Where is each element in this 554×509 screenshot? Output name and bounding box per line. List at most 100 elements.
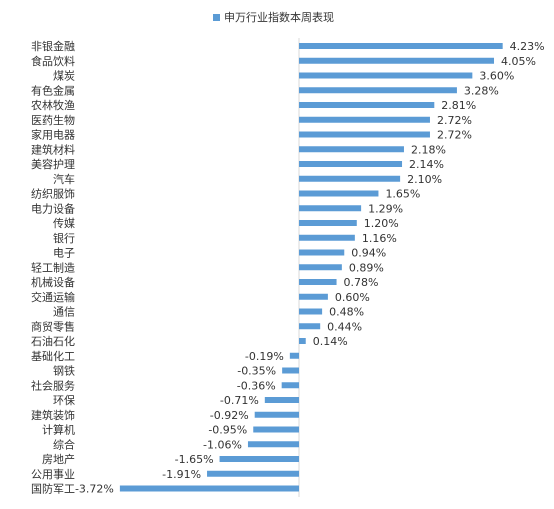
bar [299, 175, 401, 182]
bar [299, 87, 457, 94]
bar-row: 环保 -0.71% [53, 393, 299, 407]
category-label: 美容护理 [31, 157, 75, 171]
category-label: 食品饮料 [31, 54, 75, 68]
category-label: 房地产 [42, 452, 75, 466]
value-label: 4.23% [510, 40, 545, 53]
category-label: 农林牧渔 [31, 98, 75, 112]
category-label: 公用事业 [31, 468, 75, 481]
bar [282, 367, 299, 374]
category-label: 汽车 [53, 172, 75, 186]
bar [299, 72, 473, 79]
bar [289, 352, 299, 359]
value-label: -0.92% [210, 409, 249, 422]
category-label: 轻工制造 [31, 260, 75, 274]
category-label: 医药生物 [31, 113, 75, 127]
bar-row: 基础化工 -0.19% [31, 349, 299, 363]
bar-row: 纺织服饰 1.65% [31, 187, 420, 201]
bar-row: 通信 0.48% [53, 306, 364, 319]
bar-row: 非银金融 4.23% [31, 39, 545, 53]
category-label: 纺织服饰 [31, 187, 75, 201]
value-label: 0.60% [335, 291, 370, 304]
bar [253, 426, 299, 433]
bar-row: 交通运输 0.60% [31, 290, 370, 304]
bar [299, 338, 306, 344]
category-label: 机械设备 [31, 275, 75, 289]
bar [299, 234, 355, 241]
bar-row: 社会服务 -0.36% [31, 378, 299, 392]
value-label: -0.36% [237, 379, 276, 392]
bar-row: 电力设备 1.29% [31, 201, 403, 215]
value-label: 0.78% [344, 276, 379, 289]
bar [299, 131, 430, 138]
bar [299, 249, 345, 256]
category-label: 电子 [53, 247, 75, 260]
value-label: 2.10% [407, 173, 442, 186]
value-label: 0.48% [329, 306, 364, 319]
category-label: 国防军工 [31, 482, 75, 496]
value-label: 1.29% [368, 202, 403, 215]
plot-area: 非银金融 4.23% 食品饮料 4.05% 煤炭 3.60% 有色金属 3.28% 农林牧渔 2.… [31, 38, 545, 497]
bar [299, 279, 337, 285]
value-label: 2.14% [409, 158, 444, 171]
bar [299, 116, 430, 123]
bar-row: 公用事业 -1.91% [31, 468, 299, 481]
bar-row: 机械设备 0.78% [31, 275, 379, 289]
bar-row: 美容护理 2.14% [31, 157, 444, 171]
value-label: 2.18% [411, 143, 446, 156]
bar [299, 264, 342, 271]
value-label: -1.06% [203, 438, 242, 451]
category-label: 建筑装饰 [31, 408, 75, 422]
bar [281, 382, 299, 389]
bar-row: 煤炭 3.60% [53, 70, 514, 83]
bar-row: 钢铁 -0.35% [53, 365, 299, 378]
bar [219, 456, 299, 462]
category-label: 社会服务 [31, 378, 75, 392]
bar [299, 190, 379, 197]
category-label: 家用电器 [31, 128, 75, 142]
bar-row: 轻工制造 0.89% [31, 260, 384, 274]
bar-row: 商贸零售 0.44% [31, 319, 362, 333]
value-label: -1.65% [175, 453, 214, 466]
legend-label: 申万行业指数本周表现 [224, 10, 334, 24]
bar-row: 农林牧渔 2.81% [31, 98, 476, 112]
bar [299, 220, 357, 226]
bar-row: 医药生物 2.72% [31, 113, 472, 127]
bar [299, 308, 323, 315]
bar-row: 石油石化 0.14% [31, 334, 348, 348]
category-label: 交通运输 [31, 290, 75, 304]
bar [299, 161, 403, 167]
category-label: 通信 [53, 306, 75, 319]
bar [299, 146, 404, 153]
bar [299, 102, 435, 108]
bar-row: 综合 -1.06% [53, 437, 299, 451]
category-label: 石油石化 [31, 334, 75, 348]
bar [299, 323, 321, 330]
value-label: 0.14% [313, 335, 348, 348]
bar [254, 411, 299, 418]
bar [299, 43, 503, 49]
bar-row: 国防军工 -3.72% [31, 482, 299, 496]
category-label: 银行 [53, 231, 75, 245]
value-label: 1.16% [362, 232, 397, 245]
bar [299, 205, 362, 212]
value-label: -0.71% [220, 394, 259, 407]
category-label: 非银金融 [31, 39, 75, 53]
bar [299, 57, 495, 64]
bar-row: 食品饮料 4.05% [31, 54, 536, 68]
value-label: 3.28% [464, 84, 499, 97]
value-label: 0.94% [351, 247, 386, 260]
bar-row: 计算机 -0.95% [42, 423, 299, 437]
value-label: -3.72% [75, 483, 114, 496]
category-label: 钢铁 [53, 365, 75, 378]
value-label: -0.35% [237, 365, 276, 378]
bar-row: 传媒 1.20% [53, 217, 399, 230]
bar-row: 建筑材料 2.18% [31, 142, 446, 156]
bar-row: 电子 0.94% [53, 247, 386, 260]
bar-row: 建筑装饰 -0.92% [31, 408, 299, 422]
category-label: 计算机 [42, 423, 75, 437]
bar-row: 房地产 -1.65% [42, 452, 299, 466]
bar-row: 有色金属 3.28% [31, 83, 499, 97]
category-label: 综合 [53, 437, 75, 451]
category-label: 煤炭 [53, 70, 75, 83]
